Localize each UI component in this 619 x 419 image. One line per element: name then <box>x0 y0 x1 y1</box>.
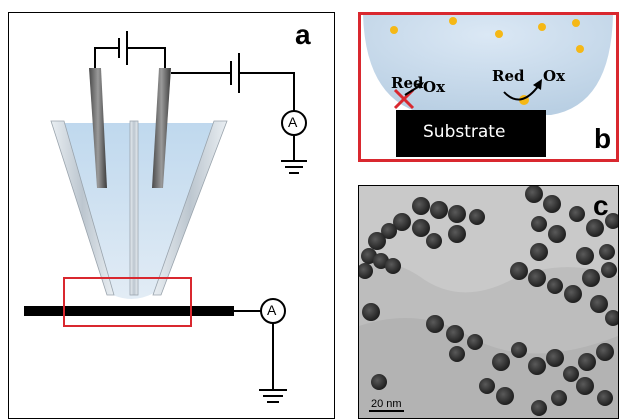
tem-image <box>359 186 618 418</box>
scale-bar-label: 20 nm <box>371 398 402 410</box>
ground-bottom-icon <box>234 310 287 403</box>
nanoparticle-cluster <box>359 186 618 416</box>
blocked-ox-label: Ox <box>423 78 446 96</box>
allowed-arrow-icon <box>503 84 540 101</box>
ammeter-top-label: A <box>288 114 298 130</box>
ammeter-bottom-label: A <box>267 302 277 318</box>
blocked-red-label: Red <box>391 74 424 92</box>
panel-b: Red Ox Red Ox Substrate b <box>358 12 619 162</box>
droplet <box>363 15 613 115</box>
highlight-box <box>63 277 192 327</box>
nanoparticles <box>390 17 584 105</box>
ammeter-bottom-icon <box>260 298 286 324</box>
substrate-bar <box>24 306 234 316</box>
panel-b-schematic <box>363 15 613 157</box>
battery-right-icon <box>171 53 307 174</box>
panel-c-letter: c <box>593 190 609 221</box>
panel-a-schematic <box>24 31 307 403</box>
scale-bar <box>369 410 404 412</box>
panel-a-letter: a <box>295 19 311 50</box>
substrate-block <box>396 110 546 157</box>
ammeter-top-icon <box>281 110 307 136</box>
pipette-glass-walls <box>50 120 228 296</box>
panel-a: a <box>8 12 335 419</box>
allowed-ox-label: Ox <box>543 67 566 85</box>
substrate-label: Substrate <box>423 122 506 142</box>
panel-b-letter: b <box>594 123 612 154</box>
allowed-red-label: Red <box>492 67 525 85</box>
electrodes <box>89 68 171 188</box>
battery-top-icon <box>94 31 166 68</box>
panel-c: c 20 nm <box>358 185 619 419</box>
